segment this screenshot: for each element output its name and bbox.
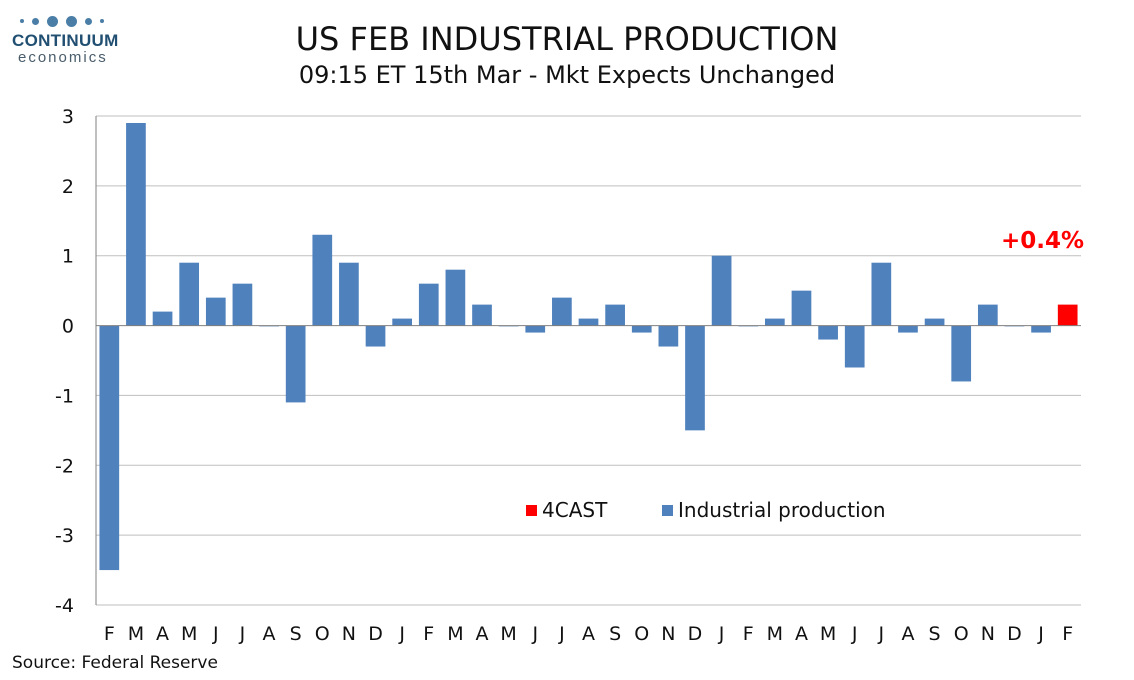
data-bar <box>365 325 386 347</box>
y-tick-label: 3 <box>62 106 74 128</box>
data-bar <box>898 325 918 333</box>
x-tick-label: F <box>743 623 754 645</box>
data-bar <box>152 311 173 326</box>
x-tick-label: N <box>981 623 995 645</box>
legend-swatch <box>526 505 537 516</box>
x-tick-label: A <box>901 623 914 645</box>
x-tick-label: F <box>423 623 434 645</box>
data-bar <box>472 304 492 326</box>
logo-dots-icon <box>12 14 137 28</box>
x-tick-label: J <box>212 623 219 645</box>
x-tick-label: J <box>558 623 565 645</box>
x-tick-label: J <box>531 623 538 645</box>
data-bar <box>339 262 359 326</box>
x-tick-label: F <box>1062 623 1073 645</box>
x-tick-label: N <box>661 623 675 645</box>
data-bar <box>552 297 572 326</box>
x-tick-label: M <box>767 623 783 645</box>
data-bar <box>445 269 466 326</box>
x-tick-label: F <box>104 623 115 645</box>
data-bar <box>818 325 838 340</box>
x-tick-label: D <box>368 623 383 645</box>
data-bar <box>578 318 599 326</box>
data-bar <box>844 325 865 368</box>
x-tick-label: J <box>851 623 858 645</box>
data-bar <box>232 283 253 326</box>
x-tick-label: O <box>954 623 969 645</box>
logo-subtitle: economics <box>18 49 108 66</box>
x-tick-label: D <box>1007 623 1022 645</box>
forecast-annotation: +0.4% <box>1001 228 1084 254</box>
x-tick-label: A <box>582 623 595 645</box>
data-bar <box>99 325 120 571</box>
x-tick-label: J <box>239 623 246 645</box>
data-bar <box>791 290 812 326</box>
y-tick-label: 0 <box>62 316 74 338</box>
x-tick-label: A <box>795 623 808 645</box>
data-bar <box>179 262 200 326</box>
x-tick-label: J <box>878 623 885 645</box>
data-bar <box>631 325 652 333</box>
data-bar <box>285 325 306 403</box>
x-tick-label: S <box>290 623 302 645</box>
forecast-bar <box>1057 304 1078 326</box>
data-bar <box>658 325 679 347</box>
y-tick-label: -1 <box>55 385 74 407</box>
logo: CONTINUUM economics <box>12 14 137 76</box>
x-tick-label: D <box>688 623 703 645</box>
data-bar <box>205 297 226 326</box>
x-tick-label: A <box>263 623 276 645</box>
chart-title: US FEB INDUSTRIAL PRODUCTION <box>295 20 839 58</box>
data-bar <box>126 122 146 326</box>
data-bar <box>312 234 333 326</box>
data-bar <box>711 255 732 326</box>
x-tick-label: M <box>500 623 516 645</box>
y-tick-label: -4 <box>55 595 74 617</box>
data-bar <box>525 325 546 333</box>
source-note: Source: Federal Reserve <box>12 653 218 673</box>
data-bar <box>685 325 705 431</box>
x-tick-label: A <box>156 623 169 645</box>
x-tick-label: O <box>634 623 649 645</box>
x-tick-label: S <box>929 623 941 645</box>
x-tick-label: S <box>609 623 621 645</box>
y-tick-label: 2 <box>62 176 74 198</box>
x-tick-label: M <box>820 623 836 645</box>
x-tick-label: O <box>315 623 330 645</box>
legend-label: Industrial production <box>678 498 886 522</box>
x-tick-label: M <box>181 623 197 645</box>
legend-swatch <box>662 505 673 516</box>
data-bar <box>1031 325 1051 333</box>
data-bar <box>977 304 998 326</box>
x-tick-label: J <box>1037 623 1044 645</box>
x-tick-label: M <box>128 623 144 645</box>
x-tick-label: N <box>342 623 356 645</box>
x-tick-label: M <box>447 623 463 645</box>
logo-name: CONTINUUM <box>12 31 119 50</box>
y-tick-label: -3 <box>55 525 74 547</box>
data-bar <box>418 283 439 326</box>
data-bar <box>605 304 625 326</box>
y-tick-label: 1 <box>62 246 74 268</box>
legend-label: 4CAST <box>542 498 608 522</box>
data-bar <box>924 318 945 326</box>
x-tick-label: A <box>476 623 489 645</box>
data-bar <box>392 318 412 326</box>
data-bar <box>765 318 785 326</box>
x-tick-label: J <box>398 623 405 645</box>
x-tick-label: J <box>718 623 725 645</box>
y-tick-label: -2 <box>55 455 74 477</box>
data-bar <box>951 325 972 382</box>
chart-subtitle: 09:15 ET 15th Mar - Mkt Expects Unchange… <box>298 61 836 89</box>
data-bar <box>871 262 892 326</box>
